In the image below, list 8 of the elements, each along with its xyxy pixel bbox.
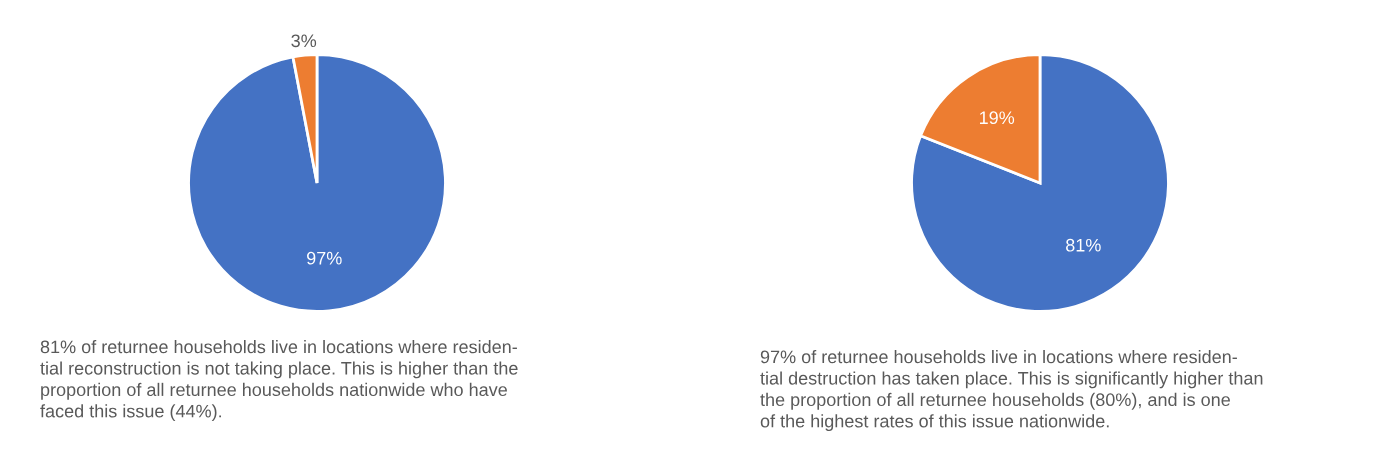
text: 97% of returnee households live in locations where residen- tial destruction has taken place. This is significantly higher than the proportion of all returnee households (80%), and is one of the highest rates of this issue nationwide. (760, 350, 1263, 432)
data-label: 19% (979, 111, 1015, 125)
data-label: 97% (307, 251, 342, 265)
text: 81% of returnee households live in locations where residen- tial reconstruction is not taking place. This is higher than the proportion of all returnee households nationwide who have faced this issue (44%). (40, 340, 518, 422)
data-label: 3% (291, 34, 317, 48)
pie-slice (910, 53, 1170, 313)
data-label: 81% (1066, 238, 1101, 252)
pie-slice (187, 53, 447, 313)
